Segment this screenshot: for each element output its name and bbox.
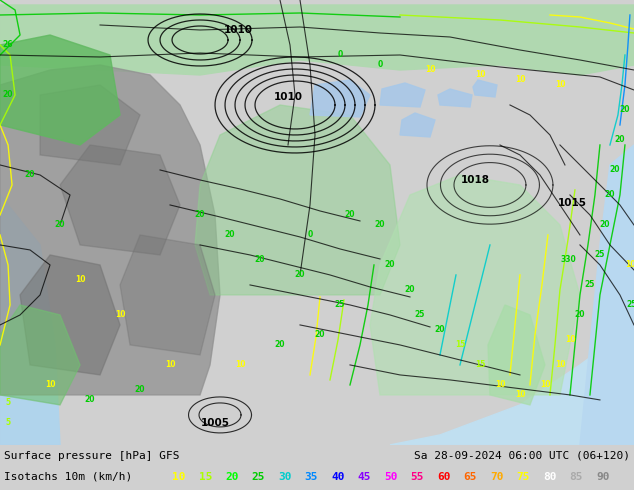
Polygon shape xyxy=(0,65,220,395)
Polygon shape xyxy=(0,35,120,145)
Text: 20: 20 xyxy=(345,211,355,220)
Text: 15: 15 xyxy=(475,361,485,369)
Polygon shape xyxy=(0,305,80,405)
Text: 20: 20 xyxy=(615,135,625,145)
Text: 85: 85 xyxy=(569,472,583,482)
Text: 25: 25 xyxy=(585,280,595,290)
Text: 10: 10 xyxy=(624,261,634,270)
Text: 20: 20 xyxy=(55,220,65,229)
Text: 1018: 1018 xyxy=(460,175,489,185)
Text: 65: 65 xyxy=(463,472,477,482)
Text: 1010: 1010 xyxy=(224,25,252,35)
Text: 10: 10 xyxy=(555,80,565,90)
Text: 20: 20 xyxy=(225,230,235,240)
Text: 20: 20 xyxy=(385,261,395,270)
Text: 10: 10 xyxy=(555,361,565,369)
Polygon shape xyxy=(400,113,435,137)
Text: 10: 10 xyxy=(495,380,505,390)
Text: 20: 20 xyxy=(3,91,13,99)
Text: 10: 10 xyxy=(75,275,86,285)
Text: 35: 35 xyxy=(304,472,318,482)
Text: 20: 20 xyxy=(600,220,610,229)
Text: 40: 40 xyxy=(331,472,344,482)
Text: 20: 20 xyxy=(375,220,385,229)
Text: 25: 25 xyxy=(252,472,265,482)
Polygon shape xyxy=(580,145,634,445)
Text: 25: 25 xyxy=(415,311,425,319)
Text: 70: 70 xyxy=(490,472,503,482)
Text: 20: 20 xyxy=(255,255,265,265)
Text: 20: 20 xyxy=(610,166,620,174)
Text: 20: 20 xyxy=(605,191,615,199)
Text: 26: 26 xyxy=(3,41,13,49)
Text: 20: 20 xyxy=(135,386,145,394)
Text: 1015: 1015 xyxy=(557,198,586,208)
Text: 10: 10 xyxy=(515,391,525,399)
Polygon shape xyxy=(310,80,370,117)
Text: 60: 60 xyxy=(437,472,451,482)
Text: 10: 10 xyxy=(235,361,245,369)
Text: 0: 0 xyxy=(377,60,382,70)
Text: 10: 10 xyxy=(172,472,186,482)
Polygon shape xyxy=(438,89,472,107)
Polygon shape xyxy=(380,83,425,107)
Text: 80: 80 xyxy=(543,472,557,482)
Polygon shape xyxy=(0,195,60,445)
Text: 10: 10 xyxy=(475,71,485,79)
Text: 0: 0 xyxy=(337,50,342,59)
Text: 10: 10 xyxy=(45,380,55,390)
Text: 5: 5 xyxy=(6,398,11,407)
Text: 10: 10 xyxy=(515,75,525,84)
Text: 10: 10 xyxy=(425,66,435,74)
Text: 15: 15 xyxy=(455,341,465,349)
Text: 20: 20 xyxy=(435,325,445,335)
Text: 20: 20 xyxy=(574,311,585,319)
Polygon shape xyxy=(390,325,634,445)
Text: 10: 10 xyxy=(115,311,126,319)
Text: 330: 330 xyxy=(560,255,576,265)
Text: 20: 20 xyxy=(404,286,415,294)
Text: 90: 90 xyxy=(596,472,609,482)
Polygon shape xyxy=(195,105,400,295)
Text: 30: 30 xyxy=(278,472,292,482)
Text: 5: 5 xyxy=(6,418,11,427)
Text: 20: 20 xyxy=(25,171,36,179)
Text: 10: 10 xyxy=(565,336,575,344)
Text: 10: 10 xyxy=(165,361,175,369)
Text: 0: 0 xyxy=(307,230,313,240)
Text: 20: 20 xyxy=(195,211,205,220)
Text: 20: 20 xyxy=(225,472,238,482)
Polygon shape xyxy=(488,305,545,405)
Text: 50: 50 xyxy=(384,472,398,482)
Text: 20: 20 xyxy=(295,270,305,279)
Polygon shape xyxy=(40,85,140,165)
Text: Isotachs 10m (km/h): Isotachs 10m (km/h) xyxy=(4,472,133,482)
Polygon shape xyxy=(370,175,580,395)
Text: Surface pressure [hPa] GFS: Surface pressure [hPa] GFS xyxy=(4,451,179,461)
Text: 25: 25 xyxy=(595,250,605,259)
Text: 55: 55 xyxy=(410,472,424,482)
Text: 1005: 1005 xyxy=(200,418,230,428)
Text: 20: 20 xyxy=(314,330,325,340)
Text: Sa 28-09-2024 06:00 UTC (06+120): Sa 28-09-2024 06:00 UTC (06+120) xyxy=(414,451,630,461)
Text: 1010: 1010 xyxy=(273,92,302,102)
Text: 25: 25 xyxy=(627,300,634,310)
Text: 45: 45 xyxy=(358,472,371,482)
Text: 10: 10 xyxy=(540,380,550,390)
Polygon shape xyxy=(0,5,634,75)
Polygon shape xyxy=(473,80,497,97)
Text: 20: 20 xyxy=(275,341,285,349)
Text: 25: 25 xyxy=(335,300,345,310)
Text: 20: 20 xyxy=(619,105,630,115)
Text: 15: 15 xyxy=(198,472,212,482)
Polygon shape xyxy=(60,145,180,255)
Polygon shape xyxy=(120,235,215,355)
Text: 75: 75 xyxy=(517,472,530,482)
Polygon shape xyxy=(20,255,120,375)
Text: 20: 20 xyxy=(85,395,95,404)
